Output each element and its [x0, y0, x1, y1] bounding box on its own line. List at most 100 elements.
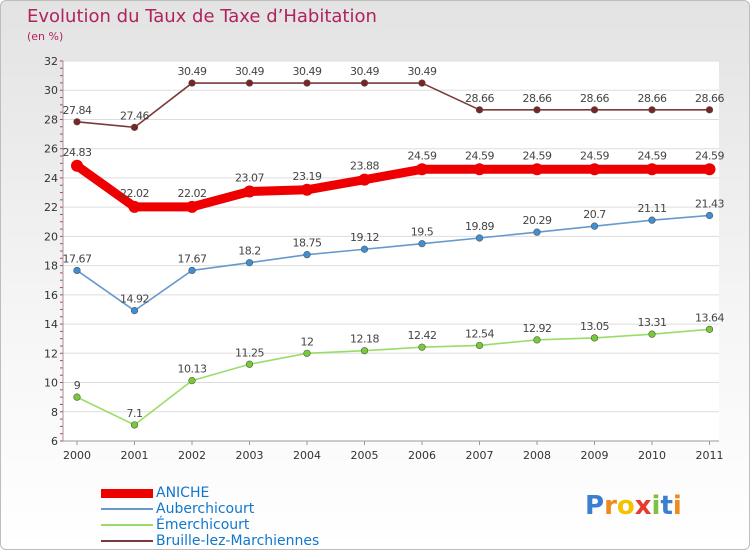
x-tick-label: 2008 — [523, 449, 551, 462]
y-tick-label: 6 — [51, 435, 58, 448]
legend-label: Bruille-lez-Marchiennes — [156, 533, 320, 549]
legend-label: Émerchicourt — [156, 517, 250, 533]
data-label: 24.83 — [63, 146, 92, 159]
data-point — [358, 173, 371, 186]
data-label: 30.49 — [350, 65, 379, 78]
y-tick-label: 28 — [44, 113, 58, 126]
logo-letter: x — [634, 491, 652, 521]
y-tick-label: 26 — [44, 143, 58, 156]
data-point — [590, 334, 599, 342]
data-point — [128, 200, 141, 213]
y-tick-label: 8 — [51, 406, 58, 419]
data-label: 23.07 — [235, 172, 264, 185]
data-point — [360, 79, 369, 87]
data-label: 12.18 — [350, 333, 379, 346]
data-point — [418, 79, 426, 87]
data-point — [590, 222, 599, 230]
legend-item: Bruille-lez-Marchiennes — [101, 533, 361, 549]
data-point — [648, 106, 656, 114]
data-point — [588, 163, 601, 176]
data-point — [648, 216, 656, 224]
proxiti-logo: Proxiti — [585, 491, 682, 521]
x-tick-label: 2003 — [236, 449, 264, 462]
data-point — [71, 159, 83, 172]
data-label: 10.13 — [178, 363, 207, 376]
x-tick-label: 2006 — [408, 449, 436, 462]
y-tick-label: 10 — [44, 377, 58, 390]
data-point — [705, 211, 714, 220]
data-label: 28.66 — [695, 92, 724, 105]
data-point — [646, 163, 658, 176]
data-label: 23.19 — [293, 170, 322, 183]
x-tick-label: 2009 — [581, 449, 609, 462]
data-point — [73, 118, 81, 126]
data-label: 12.42 — [408, 329, 437, 342]
logo-letter: t — [660, 491, 673, 521]
data-label: 7.1 — [127, 407, 143, 420]
logo-letter: o — [616, 491, 635, 521]
data-point — [533, 228, 541, 236]
legend-swatch — [101, 540, 153, 542]
data-label: 19.5 — [411, 226, 434, 239]
data-label: 19.89 — [465, 220, 494, 233]
x-tick-label: 2005 — [351, 449, 379, 462]
x-tick-label: 2002 — [178, 449, 206, 462]
data-label: 28.66 — [523, 92, 552, 105]
series-line — [76, 82, 711, 129]
data-label: 28.66 — [465, 92, 494, 105]
data-label: 19.12 — [350, 231, 379, 244]
legend-item: Auberchicourt — [101, 501, 361, 517]
data-point — [245, 259, 254, 267]
data-point — [533, 336, 541, 344]
data-point — [130, 123, 139, 131]
y-tick-label: 20 — [44, 230, 58, 243]
legend-swatch — [101, 524, 153, 526]
x-tick-label: 2010 — [638, 449, 666, 462]
data-label: 18.2 — [238, 245, 261, 258]
data-label: 24.59 — [695, 149, 724, 162]
data-point — [648, 330, 656, 338]
data-label: 21.11 — [638, 202, 667, 215]
plot-area — [63, 61, 719, 441]
data-label: 30.49 — [293, 65, 322, 78]
data-label: 24.59 — [523, 149, 552, 162]
x-tick-label: 2004 — [293, 449, 321, 462]
data-label: 24.59 — [408, 149, 437, 162]
data-point — [245, 360, 254, 368]
data-point — [188, 79, 196, 87]
data-label: 24.59 — [465, 149, 494, 162]
data-point — [475, 341, 484, 350]
data-label: 28.66 — [638, 92, 667, 105]
series-aniche: 24.83 22.02 22.02 23.07 23.19 23.88 24.59 24.59… — [63, 146, 725, 213]
data-point — [301, 183, 313, 196]
data-point — [418, 240, 426, 248]
data-point — [705, 106, 714, 114]
logo-letter: r — [604, 491, 617, 521]
x-tick-label: 2011 — [696, 449, 724, 462]
data-label: 9 — [74, 379, 81, 392]
series--merchicourt: 9 7.1 10.13 11.25 12 12.18 12.42 12.54 12.92 13.0… — [73, 311, 725, 429]
data-label: 27.84 — [63, 104, 92, 117]
data-point — [303, 349, 311, 357]
series-line — [76, 214, 711, 312]
legend-label: ANICHE — [156, 485, 210, 501]
data-point — [73, 393, 81, 401]
data-point — [418, 343, 426, 351]
data-point — [590, 106, 599, 114]
data-label: 13.31 — [638, 316, 667, 329]
data-point — [475, 106, 484, 114]
data-point — [243, 185, 256, 198]
y-tick-label: 32 — [44, 55, 58, 68]
legend-item: Émerchicourt — [101, 517, 361, 533]
data-label: 13.05 — [580, 320, 609, 333]
data-label: 30.49 — [408, 65, 437, 78]
data-point — [703, 163, 716, 176]
data-label: 22.02 — [120, 187, 149, 200]
x-tick-label: 2001 — [121, 449, 149, 462]
y-tick-label: 12 — [44, 347, 58, 360]
data-point — [73, 266, 81, 275]
y-tick-label: 18 — [44, 260, 58, 273]
series-line — [72, 161, 714, 212]
